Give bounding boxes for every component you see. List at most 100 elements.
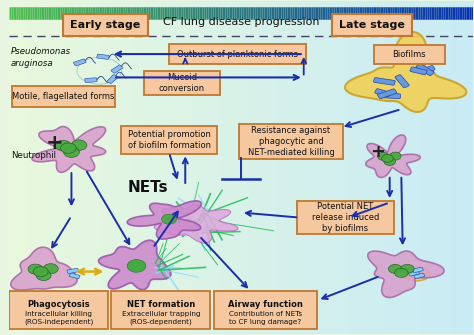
- Bar: [438, 1, 441, 334]
- Bar: [69, 1, 72, 334]
- FancyBboxPatch shape: [214, 291, 317, 329]
- Bar: [237, 1, 239, 334]
- Bar: [404, 1, 406, 334]
- Bar: [401, 1, 404, 334]
- Bar: [185, 1, 188, 334]
- FancyBboxPatch shape: [144, 71, 219, 95]
- FancyBboxPatch shape: [9, 291, 108, 329]
- Bar: [164, 1, 167, 334]
- Ellipse shape: [403, 267, 430, 281]
- Ellipse shape: [28, 264, 43, 274]
- Bar: [297, 1, 299, 334]
- Bar: [327, 1, 329, 334]
- FancyBboxPatch shape: [375, 89, 391, 97]
- Bar: [129, 1, 132, 334]
- Bar: [271, 1, 273, 334]
- FancyBboxPatch shape: [377, 89, 397, 98]
- Bar: [85, 1, 88, 334]
- Bar: [78, 1, 81, 334]
- Bar: [220, 1, 222, 334]
- FancyBboxPatch shape: [107, 75, 118, 83]
- Text: +: +: [46, 133, 63, 153]
- Bar: [318, 1, 320, 334]
- Bar: [32, 1, 34, 334]
- Bar: [232, 1, 234, 334]
- Bar: [290, 1, 292, 334]
- Bar: [25, 1, 27, 334]
- Bar: [167, 1, 169, 334]
- Bar: [197, 1, 199, 334]
- Bar: [366, 1, 369, 334]
- Bar: [341, 1, 343, 334]
- FancyBboxPatch shape: [111, 291, 210, 329]
- Bar: [171, 1, 173, 334]
- Bar: [150, 1, 153, 334]
- Bar: [374, 1, 376, 334]
- Bar: [410, 1, 413, 334]
- Ellipse shape: [71, 140, 87, 150]
- Text: Extracellular trapping
(ROS-dependent): Extracellular trapping (ROS-dependent): [122, 311, 200, 325]
- Bar: [346, 1, 348, 334]
- Bar: [343, 1, 346, 334]
- Bar: [246, 1, 248, 334]
- Bar: [310, 1, 313, 334]
- Bar: [315, 1, 318, 334]
- Bar: [29, 1, 32, 334]
- Bar: [325, 1, 327, 334]
- Bar: [181, 1, 183, 334]
- Bar: [248, 1, 250, 334]
- Bar: [406, 1, 408, 334]
- Bar: [257, 1, 260, 334]
- Bar: [123, 1, 125, 334]
- Bar: [378, 1, 381, 334]
- FancyBboxPatch shape: [416, 64, 434, 76]
- Bar: [148, 1, 150, 334]
- Bar: [350, 1, 353, 334]
- Bar: [292, 1, 294, 334]
- Bar: [141, 1, 144, 334]
- Bar: [399, 1, 401, 334]
- Bar: [178, 1, 181, 334]
- Bar: [206, 1, 209, 334]
- Bar: [81, 1, 83, 334]
- Bar: [146, 1, 148, 334]
- Polygon shape: [11, 247, 77, 290]
- Ellipse shape: [171, 76, 186, 82]
- Bar: [95, 1, 97, 334]
- Bar: [359, 1, 362, 334]
- Bar: [332, 1, 334, 334]
- Text: NET formation: NET formation: [127, 300, 195, 309]
- Bar: [74, 1, 76, 334]
- Bar: [55, 1, 57, 334]
- Bar: [144, 1, 146, 334]
- FancyBboxPatch shape: [410, 67, 427, 75]
- Ellipse shape: [401, 264, 414, 273]
- Bar: [109, 1, 111, 334]
- Bar: [62, 1, 64, 334]
- Bar: [211, 1, 213, 334]
- FancyBboxPatch shape: [332, 14, 412, 36]
- FancyBboxPatch shape: [11, 86, 115, 107]
- Bar: [46, 1, 48, 334]
- Bar: [459, 1, 462, 334]
- FancyBboxPatch shape: [419, 66, 435, 74]
- Ellipse shape: [64, 147, 79, 157]
- Bar: [72, 1, 74, 334]
- Bar: [250, 1, 253, 334]
- FancyBboxPatch shape: [97, 54, 109, 59]
- Ellipse shape: [384, 157, 395, 165]
- Bar: [204, 1, 206, 334]
- FancyBboxPatch shape: [85, 78, 97, 82]
- Bar: [362, 1, 364, 334]
- Bar: [322, 1, 325, 334]
- Bar: [260, 1, 262, 334]
- Bar: [278, 1, 281, 334]
- Text: Phagocytosis: Phagocytosis: [27, 300, 90, 309]
- Bar: [222, 1, 225, 334]
- Bar: [387, 1, 390, 334]
- Bar: [427, 1, 429, 334]
- FancyBboxPatch shape: [239, 125, 343, 159]
- Bar: [364, 1, 366, 334]
- Bar: [385, 1, 387, 334]
- Bar: [48, 1, 51, 334]
